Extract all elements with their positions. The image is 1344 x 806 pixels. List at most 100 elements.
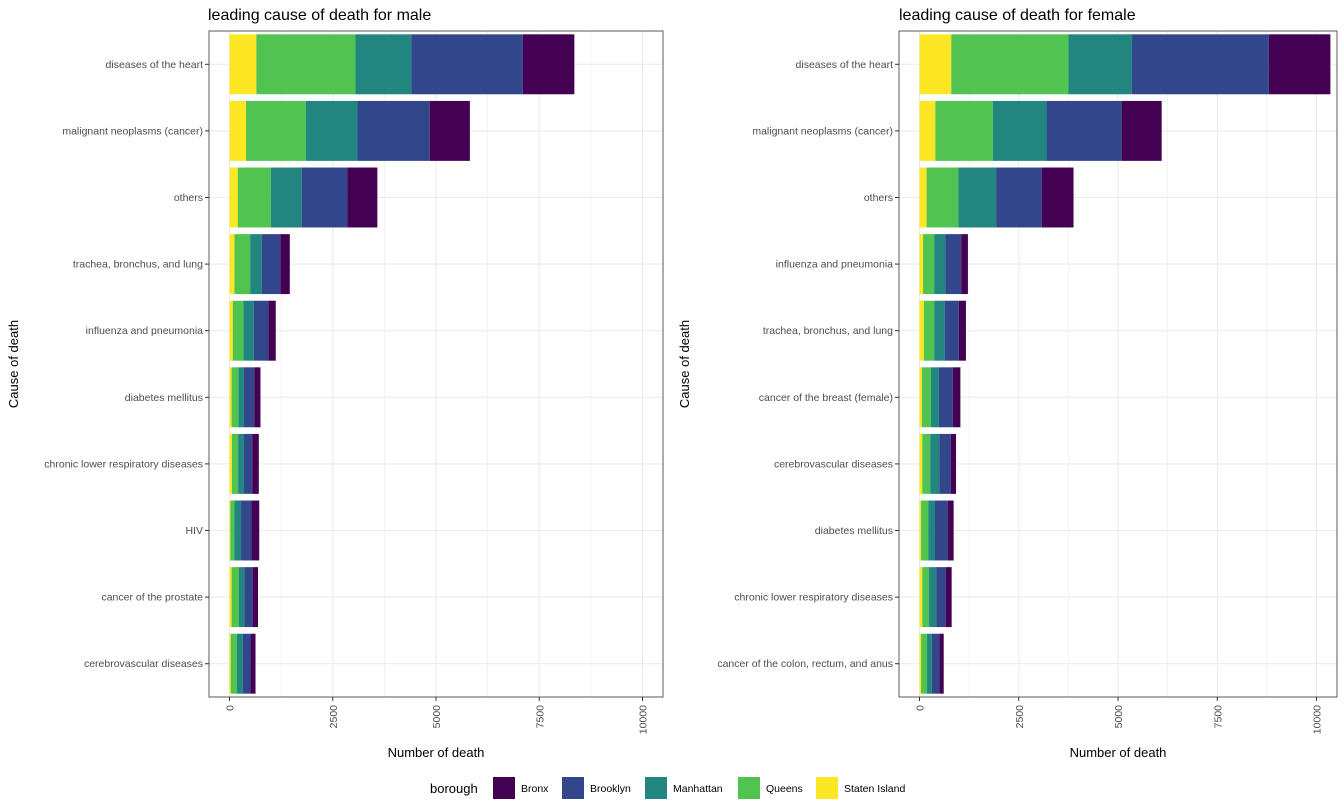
male-category-label: diabetes mellitus — [125, 392, 203, 404]
female-bar-queens — [951, 34, 1069, 95]
female-x-tick-label: 5000 — [1113, 705, 1125, 729]
legend-label-manhattan: Manhattan — [673, 783, 723, 795]
male-bar-bronx — [347, 167, 378, 228]
male-bar-brooklyn — [261, 234, 281, 295]
male-bar-bronx — [522, 34, 575, 95]
female-x-axis-title: Number of death — [1070, 745, 1167, 760]
male-bar-staten-island — [229, 34, 257, 95]
male-bar-staten-island — [229, 500, 231, 561]
female-bar-queens — [922, 433, 931, 494]
female-bar-staten-island — [919, 433, 923, 494]
female-bar-bronx — [952, 367, 961, 428]
female-bar-queens — [923, 300, 935, 361]
male-chart-panel: diseases of the heart malignant neoplasms… — [6, 7, 664, 760]
male-bar-staten-island — [229, 567, 232, 628]
legend-label-queens: Queens — [766, 783, 803, 795]
male-x-tick-label: 10000 — [638, 705, 650, 734]
male-bar-manhattan — [238, 567, 245, 628]
male-bar-bronx — [254, 367, 261, 428]
female-category-label: cerebrovascular diseases — [774, 458, 893, 470]
legend: borough Bronx Brooklyn Manhattan Queens Stat… — [430, 777, 905, 799]
male-bar-brooklyn — [301, 167, 348, 228]
male-x-tick-label: 0 — [225, 705, 237, 711]
female-bar-queens — [921, 500, 929, 561]
female-bar-brooklyn — [1046, 100, 1122, 161]
male-bar-manhattan — [305, 100, 358, 161]
female-bar-staten-island — [919, 500, 922, 561]
male-bar-queens — [231, 567, 239, 628]
male-bar-brooklyn — [411, 34, 523, 95]
female-category-label: malignant neoplasms (cancer) — [752, 125, 893, 137]
female-y-axis-title: Cause of death — [677, 320, 692, 408]
male-bar-manhattan — [270, 167, 302, 228]
female-bar-brooklyn — [996, 167, 1042, 228]
male-bar-staten-island — [229, 633, 231, 694]
male-bar-queens — [246, 100, 306, 161]
female-bar-brooklyn — [934, 500, 948, 561]
male-y-axis-title: Cause of death — [6, 320, 21, 408]
female-bar-manhattan — [1068, 34, 1132, 95]
female-bar-manhattan — [958, 167, 997, 228]
female-bar-manhattan — [992, 100, 1047, 161]
female-bar-staten-island — [919, 34, 952, 95]
male-x-axis-title: Number of death — [388, 745, 485, 760]
female-category-label: influenza and pneumonia — [776, 259, 894, 271]
male-bar-bronx — [280, 234, 290, 295]
female-bar-brooklyn — [945, 234, 962, 295]
legend-key-queens — [738, 777, 760, 799]
female-bar-bronx — [958, 300, 966, 361]
male-bar-bronx — [429, 100, 470, 161]
female-category-label: others — [864, 192, 893, 204]
female-bar-queens — [923, 234, 935, 295]
male-bar-brooklyn — [243, 367, 255, 428]
legend-key-brooklyn — [562, 777, 584, 799]
male-bar-queens — [232, 300, 244, 361]
female-bar-staten-island — [919, 100, 936, 161]
male-bar-queens — [230, 500, 235, 561]
female-x-tick-label: 0 — [915, 705, 927, 711]
male-bar-brooklyn — [241, 500, 252, 561]
female-category-label: trachea, bronchus, and lung — [763, 325, 893, 337]
legend-label-bronx: Bronx — [521, 783, 549, 795]
male-bar-bronx — [268, 300, 276, 361]
male-bar-bronx — [250, 633, 256, 694]
female-bar-queens — [935, 100, 993, 161]
male-bar-staten-island — [229, 234, 235, 295]
female-bar-staten-island — [919, 234, 924, 295]
female-bar-manhattan — [929, 567, 937, 628]
male-bar-bronx — [252, 433, 259, 494]
male-chart-title: leading cause of death for male — [208, 7, 431, 24]
male-bar-queens — [231, 433, 239, 494]
male-bar-staten-island — [229, 367, 232, 428]
female-bar-bronx — [1121, 100, 1162, 161]
female-category-label: diabetes mellitus — [815, 525, 893, 537]
female-bar-bronx — [945, 567, 952, 628]
male-bar-queens — [230, 633, 237, 694]
male-bar-brooklyn — [357, 100, 430, 161]
male-bar-staten-island — [229, 300, 233, 361]
male-category-label: others — [174, 192, 203, 204]
female-category-label: cancer of the colon, rectum, and anus — [717, 658, 893, 670]
male-bar-manhattan — [234, 500, 242, 561]
male-bar-queens — [237, 167, 271, 228]
female-bar-brooklyn — [939, 433, 951, 494]
female-bar-brooklyn — [1131, 34, 1269, 95]
female-bar-bronx — [950, 433, 957, 494]
male-bar-queens — [256, 34, 356, 95]
male-bar-bronx — [252, 567, 258, 628]
male-bar-bronx — [251, 500, 260, 561]
legend-title: borough — [430, 781, 478, 796]
female-chart-title: leading cause of death for female — [899, 7, 1136, 24]
female-x-tick-label: 7500 — [1212, 705, 1224, 729]
legend-key-manhattan — [645, 777, 667, 799]
female-category-label: cancer of the breast (female) — [759, 392, 893, 404]
female-bar-queens — [921, 367, 932, 428]
male-bar-staten-island — [229, 167, 238, 228]
legend-key-staten-island — [816, 777, 838, 799]
male-bar-brooklyn — [242, 633, 251, 694]
male-bar-staten-island — [229, 433, 232, 494]
male-bar-manhattan — [236, 633, 243, 694]
female-bar-staten-island — [919, 300, 924, 361]
male-category-label: malignant neoplasms (cancer) — [62, 125, 203, 137]
male-category-label: trachea, bronchus, and lung — [73, 259, 203, 271]
